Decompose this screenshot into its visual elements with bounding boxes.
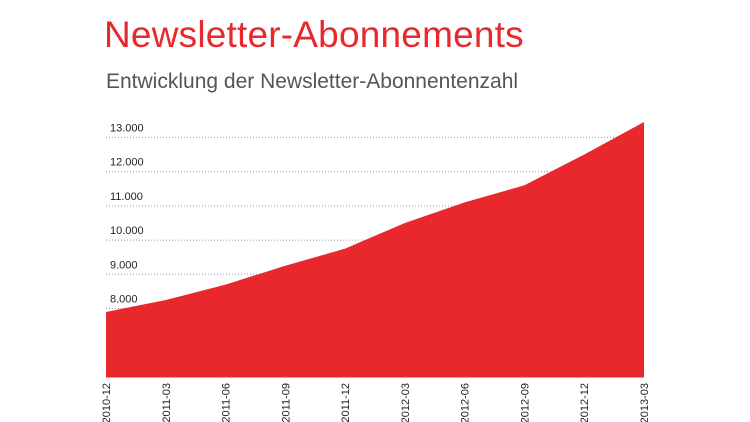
x-tick-label: 2012-09 bbox=[519, 383, 531, 422]
y-tick-label: 11.000 bbox=[110, 191, 143, 203]
x-tick-label: 2013-03 bbox=[639, 383, 651, 422]
x-tick-label: 2010-12 bbox=[101, 383, 113, 422]
y-tick-label: 13.000 bbox=[110, 122, 144, 134]
y-tick-label: 9.000 bbox=[110, 259, 138, 271]
y-tick-labels: 8.000 9.000 10.000 11.000 12.000 13.000 bbox=[110, 122, 144, 305]
x-tick-label: 2011-12 bbox=[340, 383, 352, 422]
x-tick-label: 2011-06 bbox=[221, 383, 233, 422]
x-tick-label: 2012-12 bbox=[579, 383, 591, 422]
area-series bbox=[106, 121, 644, 378]
x-tick-label: 2011-09 bbox=[280, 383, 292, 422]
y-tick-label: 12.000 bbox=[110, 157, 144, 169]
area-fill bbox=[106, 121, 644, 377]
y-tick-label: 10.000 bbox=[110, 225, 144, 237]
chart-subtitle: Entwicklung der Newsletter-Abonnentenzah… bbox=[106, 70, 519, 93]
x-tick-labels: 2010-12 2011-03 2011-06 2011-09 2011-12 2012-… bbox=[101, 383, 651, 422]
x-tick-label: 2012-06 bbox=[460, 383, 472, 422]
chart-title: Newsletter-Abonnements bbox=[104, 14, 524, 55]
x-tick-label: 2012-03 bbox=[400, 383, 412, 422]
y-tick-label: 8.000 bbox=[110, 294, 138, 306]
x-tick-label: 2011-03 bbox=[161, 383, 173, 422]
